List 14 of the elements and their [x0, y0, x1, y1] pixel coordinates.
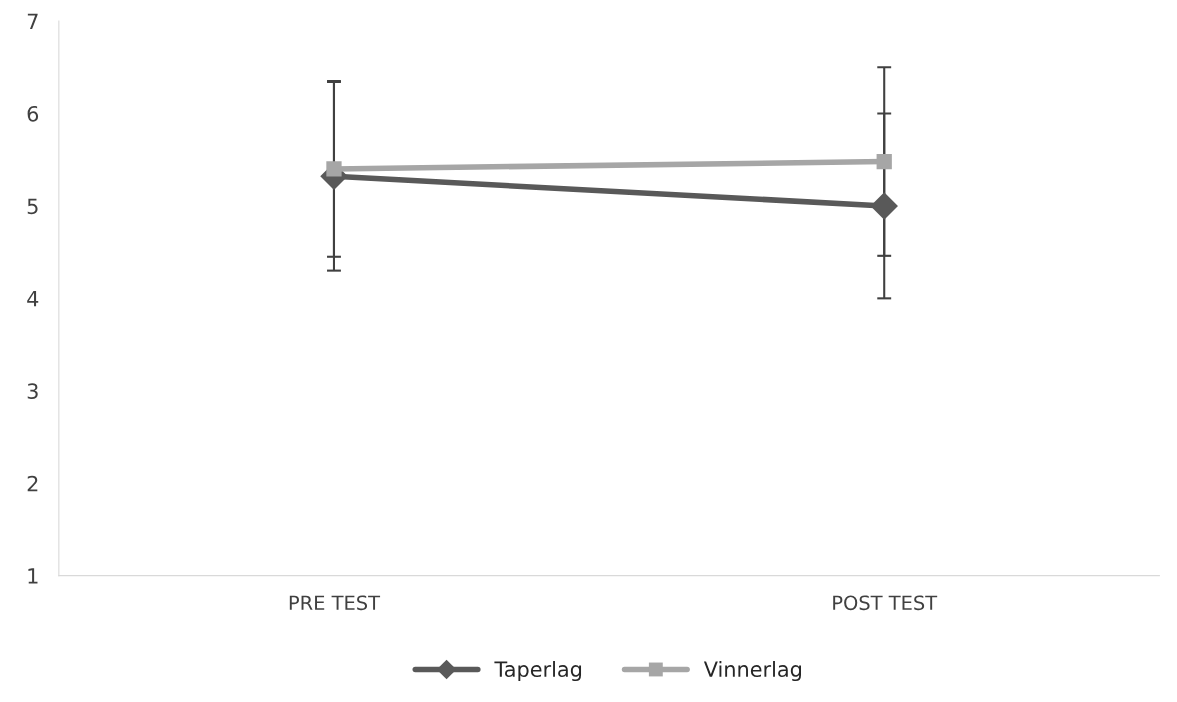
y-tick-label: 5 — [27, 198, 38, 215]
y-tick-label: 4 — [27, 291, 39, 307]
y-tick-label: 3 — [27, 383, 38, 399]
y-tick-label: 1 — [28, 568, 38, 584]
y-tick-label: 2 — [27, 475, 38, 492]
legend-label: Vinnerlag — [703, 660, 801, 682]
point — [870, 192, 898, 220]
point — [876, 153, 892, 170]
legend-label: Taperlag — [494, 660, 582, 682]
y-tick-label: 7 — [27, 13, 38, 29]
y-tick-label: 6 — [27, 105, 39, 122]
x-tick-label: PRE TEST — [289, 595, 381, 611]
point — [326, 161, 342, 177]
x-tick-label: POST TEST — [833, 595, 938, 611]
